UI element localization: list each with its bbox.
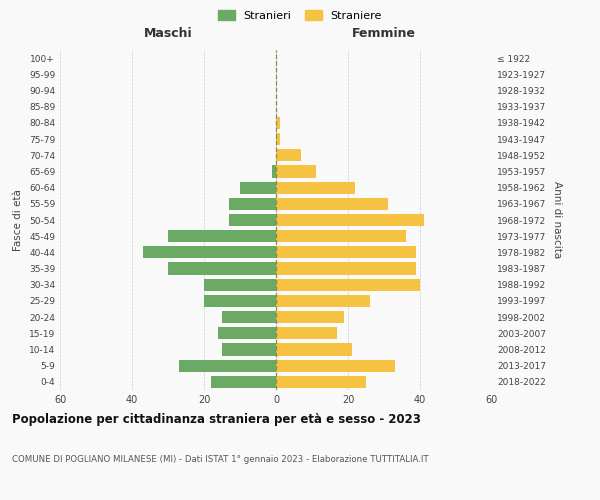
Text: Femmine: Femmine: [352, 28, 416, 40]
Bar: [168, 230, 276, 242]
Text: COMUNE DI POGLIANO MILANESE (MI) - Dati ISTAT 1° gennaio 2023 - Elaborazione TUT: COMUNE DI POGLIANO MILANESE (MI) - Dati …: [12, 455, 428, 464]
Bar: [276, 149, 301, 162]
Y-axis label: Anni di nascita: Anni di nascita: [551, 182, 562, 258]
Bar: [276, 328, 337, 340]
Bar: [276, 262, 416, 274]
Text: Popolazione per cittadinanza straniera per età e sesso - 2023: Popolazione per cittadinanza straniera p…: [12, 412, 421, 426]
Bar: [276, 295, 370, 307]
Bar: [276, 360, 395, 372]
Bar: [222, 311, 276, 323]
Bar: [276, 117, 280, 129]
Bar: [276, 376, 366, 388]
Bar: [229, 214, 276, 226]
Bar: [168, 262, 276, 274]
Bar: [179, 360, 276, 372]
Bar: [276, 246, 416, 258]
Bar: [276, 311, 344, 323]
Legend: Stranieri, Straniere: Stranieri, Straniere: [214, 6, 386, 25]
Bar: [276, 166, 316, 177]
Bar: [204, 278, 276, 291]
Bar: [276, 214, 424, 226]
Bar: [276, 278, 420, 291]
Bar: [276, 133, 280, 145]
Bar: [276, 182, 355, 194]
Y-axis label: Fasce di età: Fasce di età: [13, 189, 23, 251]
Bar: [276, 230, 406, 242]
Bar: [240, 182, 276, 194]
Bar: [229, 198, 276, 210]
Bar: [204, 295, 276, 307]
Bar: [276, 198, 388, 210]
Bar: [218, 328, 276, 340]
Bar: [276, 344, 352, 355]
Bar: [143, 246, 276, 258]
Text: Maschi: Maschi: [143, 28, 193, 40]
Bar: [222, 344, 276, 355]
Bar: [211, 376, 276, 388]
Bar: [272, 166, 276, 177]
